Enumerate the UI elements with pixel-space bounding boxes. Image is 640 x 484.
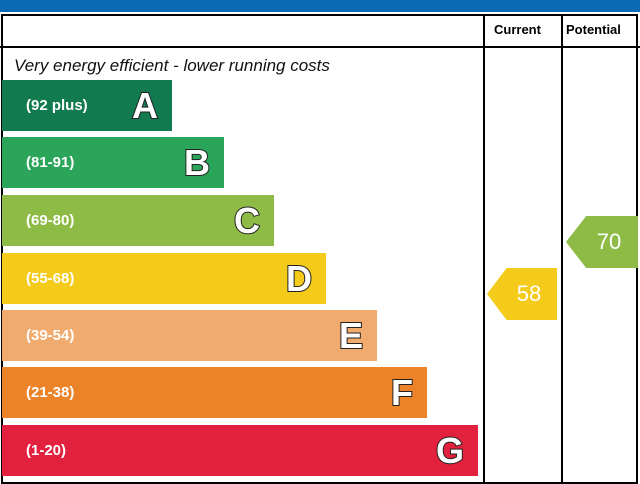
column-divider <box>483 14 485 484</box>
band-range: (92 plus) <box>26 97 88 114</box>
column-divider <box>561 14 563 484</box>
band-a: (92 plus) A <box>2 80 172 131</box>
band-g: (1-20) G <box>2 425 478 476</box>
header-divider <box>0 46 640 48</box>
current-header: Current <box>494 22 541 37</box>
band-letter: G <box>435 429 465 472</box>
band-range: (39-54) <box>26 327 75 344</box>
band-letter: D <box>285 257 313 300</box>
efficient-note: Very energy efficient - lower running co… <box>14 56 330 75</box>
band-letter: E <box>338 314 364 357</box>
band-letter: F <box>390 371 414 414</box>
potential-rating-arrow: 70 <box>566 216 638 268</box>
potential-rating-value: 70 <box>596 229 622 254</box>
current-rating-value: 58 <box>516 281 542 306</box>
band-range: (55-68) <box>26 270 75 287</box>
band-range: (81-91) <box>26 154 75 171</box>
band-letter: A <box>131 84 159 127</box>
band-b: (81-91) B <box>2 137 224 188</box>
band-letter: B <box>183 141 211 184</box>
band-d: (55-68) D <box>2 253 326 304</box>
potential-header: Potential <box>566 22 621 37</box>
band-e: (39-54) E <box>2 310 377 361</box>
band-range: (1-20) <box>26 442 67 459</box>
title-banner <box>0 0 640 12</box>
band-f: (21-38) F <box>2 367 427 418</box>
band-c: (69-80) C <box>2 195 274 246</box>
band-range: (69-80) <box>26 212 75 229</box>
band-range: (21-38) <box>26 384 75 401</box>
band-letter: C <box>233 199 261 242</box>
